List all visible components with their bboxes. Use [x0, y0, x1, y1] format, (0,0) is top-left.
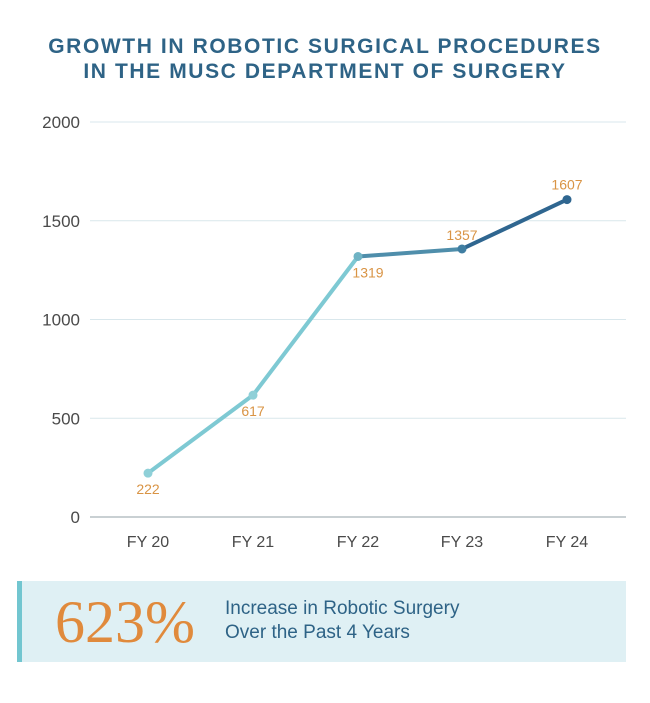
x-tick-label: FY 20: [127, 534, 170, 551]
x-tick-label: FY 21: [232, 534, 275, 551]
y-tick-label: 500: [52, 409, 80, 428]
x-tick-label: FY 22: [337, 534, 380, 551]
stat-callout: 623% Increase in Robotic Surgery Over th…: [17, 581, 626, 662]
data-points: [143, 195, 572, 478]
x-tick-label: FY 23: [441, 534, 484, 551]
callout-description: Increase in Robotic Surgery Over the Pas…: [225, 597, 459, 645]
line-segment: [356, 246, 464, 259]
x-tick-label: FY 24: [546, 534, 589, 551]
data-point: [457, 244, 467, 254]
series-line: [146, 197, 569, 476]
data-point: [248, 390, 258, 400]
chart-title: GROWTH IN ROBOTIC SURGICAL PROCEDURES IN…: [0, 34, 650, 84]
data-point: [353, 251, 363, 261]
data-labels: 222 617 1319 1357 1607: [136, 177, 582, 498]
y-tick-label: 0: [71, 508, 80, 527]
data-label: 617: [241, 403, 265, 419]
chart-title-line-2: IN THE MUSC DEPARTMENT OF SURGERY: [83, 60, 567, 83]
chart-title-line-1: GROWTH IN ROBOTIC SURGICAL PROCEDURES: [48, 35, 602, 58]
y-axis: 0 500 1000 1500 2000: [42, 113, 80, 527]
callout-percent: 623%: [55, 589, 195, 655]
line-segment: [460, 197, 569, 251]
callout-line-1: Increase in Robotic Surgery: [225, 598, 460, 619]
data-label: 222: [136, 481, 160, 497]
grid-lines: [90, 121, 626, 419]
callout-line-2: Over the Past 4 Years: [225, 622, 410, 643]
data-point: [562, 195, 572, 205]
data-point: [143, 468, 153, 478]
line-segment: [251, 254, 360, 398]
data-label: 1607: [551, 177, 582, 193]
data-label: 1319: [352, 264, 383, 280]
line-segment: [146, 393, 255, 476]
x-axis: FY 20 FY 21 FY 22 FY 23 FY 24: [90, 516, 626, 551]
callout-accent-bar: [17, 581, 22, 662]
data-label: 1357: [446, 227, 477, 243]
y-tick-label: 2000: [42, 113, 80, 132]
y-tick-label: 1000: [42, 311, 80, 330]
y-tick-label: 1500: [42, 212, 80, 231]
